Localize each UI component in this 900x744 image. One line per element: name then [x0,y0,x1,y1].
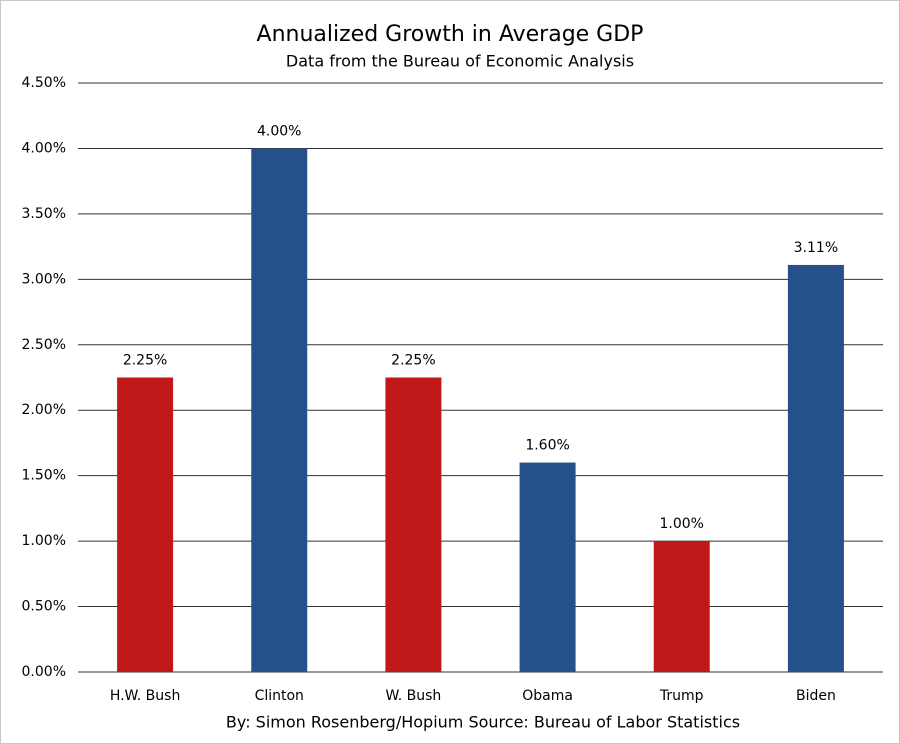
y-tick-label: 3.50% [22,206,66,222]
bar [117,377,174,672]
x-tick-label: Obama [522,688,573,704]
chart-source: By: Simon Rosenberg/Hopium Source: Burea… [226,713,740,732]
y-tick-label: 3.00% [22,271,66,287]
x-tick-label: Trump [659,688,704,704]
bar [251,148,308,672]
chart-subtitle: Data from the Bureau of Economic Analysi… [286,52,634,71]
x-tick-label: Clinton [255,688,304,704]
y-tick-label: 1.50% [22,468,66,484]
x-tick-label: W. Bush [386,688,442,704]
bar [385,377,442,672]
y-tick-label: 0.50% [22,599,66,615]
bar [519,462,576,672]
x-tick-label: H.W. Bush [110,688,181,704]
y-tick-label: 1.00% [22,533,66,549]
x-tick-label: Biden [796,688,836,704]
y-tick-label: 4.00% [22,140,66,156]
y-tick-label: 2.50% [22,337,66,353]
y-tick-label: 2.00% [22,402,66,418]
chart-title: Annualized Growth in Average GDP [257,22,644,47]
data-label: 4.00% [257,123,301,139]
data-label: 2.25% [391,353,435,369]
data-label: 1.00% [660,516,704,532]
data-label: 2.25% [123,353,167,369]
y-tick-label: 0.00% [22,664,66,680]
bar [787,264,844,672]
data-label: 3.11% [794,240,838,256]
bar [653,541,710,672]
data-label: 1.60% [525,438,569,454]
y-tick-label: 4.50% [22,75,66,91]
